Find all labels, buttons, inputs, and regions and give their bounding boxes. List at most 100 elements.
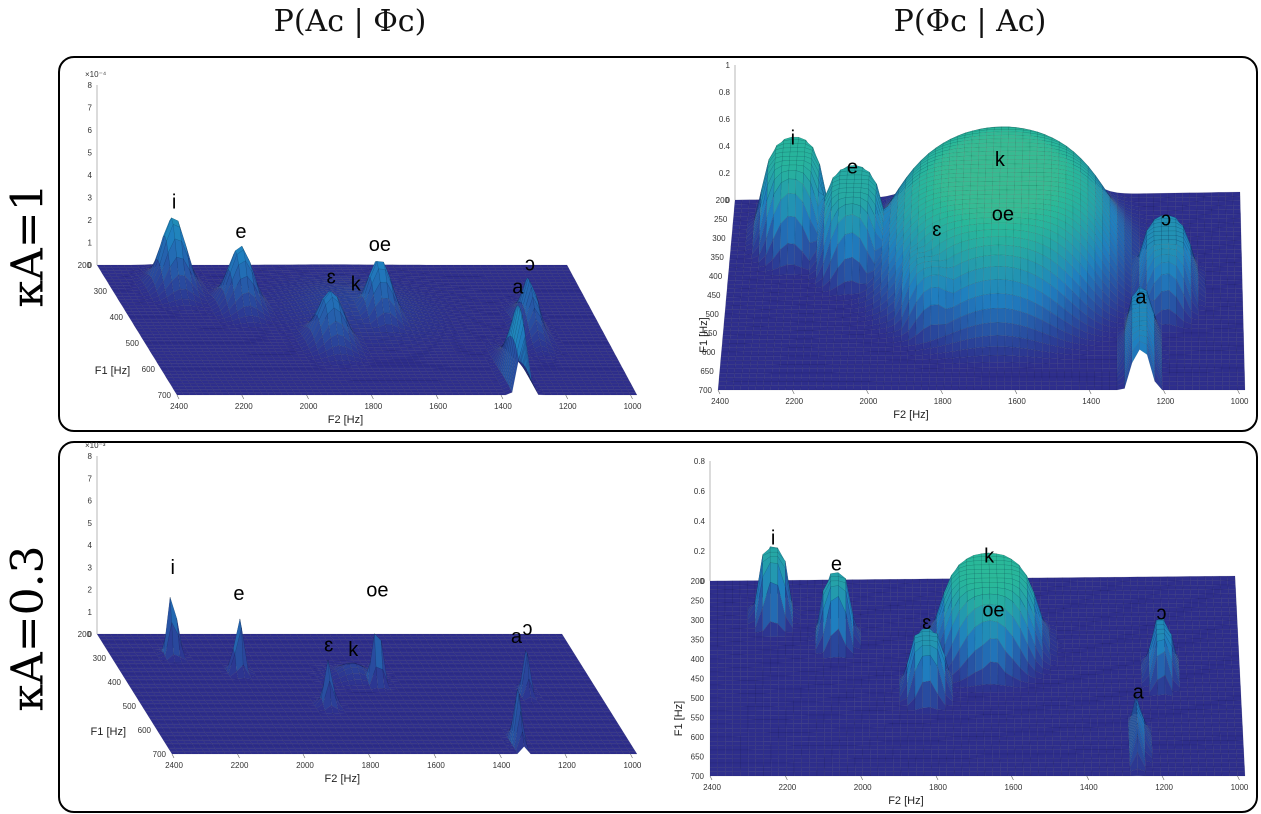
z-tick-label: 0 — [726, 196, 731, 205]
z-tick-label: 0.2 — [694, 547, 706, 556]
peak-label-e: e — [235, 221, 246, 243]
z-tick-label: 1 — [88, 608, 93, 617]
peak-label-ɔ: ɔ — [522, 618, 532, 640]
x-tick-label: 1800 — [364, 402, 382, 411]
y-tick-label: 200 — [78, 630, 92, 639]
peak-label-a: a — [1133, 682, 1145, 704]
z-tick-label: 5 — [88, 519, 93, 528]
y-tick-label: 200 — [716, 196, 730, 205]
x-tick-label: 1200 — [1156, 397, 1174, 406]
z-tick-label: 0.6 — [694, 487, 706, 496]
z-exponent-label: ×10⁻⁴ — [85, 70, 107, 79]
peak-label-i: i — [170, 557, 174, 579]
x-tick-label: 1800 — [934, 397, 952, 406]
x-tick-label: 1000 — [624, 761, 642, 770]
peak-label-ɔ: ɔ — [525, 253, 535, 275]
peak-label-k: k — [351, 273, 362, 295]
y-tick-label: 350 — [711, 253, 725, 262]
y-tick-label: 200 — [78, 261, 92, 270]
y-tick-label: 600 — [691, 733, 705, 742]
x-tick-label: 1600 — [427, 761, 445, 770]
y-tick-label: 400 — [110, 313, 124, 322]
surface-plot-ka1-posterior: 0 0.2 0.4 0.6 0.8 1 2400 2200 2000 1800 1600 1400 12… — [698, 61, 1249, 421]
peak-label-ɔ: ɔ — [1156, 602, 1166, 624]
y-tick-label: 700 — [153, 750, 167, 759]
x-tick-label: 2200 — [785, 397, 803, 406]
x-tick-label: 1600 — [429, 402, 447, 411]
z-tick-label: 0.2 — [719, 169, 731, 178]
peak-label-oe: oe — [982, 599, 1004, 621]
y-tick-label: 350 — [691, 636, 705, 645]
x-tick-label: 1400 — [1080, 783, 1098, 792]
y-axis-label: F1 [Hz] — [698, 317, 710, 352]
y-tick-label: 550 — [691, 714, 705, 723]
z-tick-label: 0.6 — [719, 115, 731, 124]
x-tick-label: 1000 — [624, 402, 642, 411]
x-tick-label: 1800 — [362, 761, 380, 770]
x-tick-label: 2000 — [854, 783, 872, 792]
y-tick-label: 550 — [704, 329, 718, 338]
surface-mesh — [709, 546, 1246, 777]
x-tick-label: 1400 — [493, 761, 511, 770]
row-label-ka03: κA=0.3 — [2, 544, 54, 712]
peak-label-ɛ: ɛ — [932, 219, 941, 241]
z-tick-label: 1 — [88, 239, 93, 248]
peak-label-oe: oe — [366, 579, 388, 601]
z-tick-label: 3 — [88, 563, 93, 572]
surface-mesh — [96, 597, 638, 755]
peak-label-e: e — [847, 156, 858, 178]
y-tick-label: 700 — [158, 391, 172, 400]
surface-plot-ka03-posterior: 0 0.2 0.4 0.6 0.8 2400 2200 2000 1800 1600 1400 120… — [673, 457, 1249, 807]
x-tick-label: 2200 — [231, 761, 249, 770]
z-tick-label: 0 — [88, 630, 93, 639]
y-tick-label: 600 — [702, 348, 716, 357]
y-tick-label: 700 — [691, 772, 705, 781]
peak-label-k: k — [995, 149, 1006, 171]
z-tick-label: 7 — [88, 104, 93, 113]
y-tick-label: 400 — [709, 272, 723, 281]
x-tick-label: 2400 — [170, 402, 188, 411]
y-axis-label: F1 [Hz] — [95, 365, 130, 377]
peak-label-oe: oe — [992, 203, 1014, 225]
peak-label-i: i — [791, 127, 795, 149]
y-tick-label: 300 — [712, 234, 726, 243]
x-tick-label: 2400 — [703, 783, 721, 792]
peak-label-ɛ: ɛ — [327, 266, 336, 288]
x-axis-label: F2 [Hz] — [893, 409, 928, 421]
z-tick-label: 5 — [88, 149, 93, 158]
z-tick-label: 0.8 — [694, 457, 706, 466]
peak-label-e: e — [233, 583, 244, 605]
z-tick-label: 0.8 — [719, 88, 731, 97]
column-title-posterior: P(Φᴄ | Aᴄ) — [893, 4, 1047, 39]
x-tick-label: 2000 — [296, 761, 314, 770]
y-tick-label: 500 — [691, 694, 705, 703]
y-tick-label: 250 — [714, 215, 728, 224]
y-tick-label: 450 — [707, 291, 721, 300]
x-tick-label: 2000 — [300, 402, 318, 411]
x-tick-label: 1600 — [1005, 783, 1023, 792]
peak-label-ɔ: ɔ — [1161, 209, 1171, 231]
peak-label-i: i — [172, 191, 176, 213]
x-tick-label: 1200 — [558, 761, 576, 770]
y-tick-label: 500 — [123, 702, 137, 711]
peak-label-a: a — [511, 626, 523, 648]
z-tick-label: 3 — [88, 194, 93, 203]
x-tick-label: 1200 — [1155, 783, 1173, 792]
surface-mesh — [717, 126, 1246, 391]
row-box-ka1 — [58, 56, 1258, 432]
z-tick-label: 2 — [88, 216, 93, 225]
surface-plot-ka03-likelihood: 0 1 2 3 4 5 6 7 8 ×10⁻³ 2400 2200 2000 1800 1600 1400 12… — [78, 441, 642, 785]
y-axis-label: F1 [Hz] — [673, 701, 685, 736]
x-tick-label: 2400 — [165, 761, 183, 770]
peak-label-i: i — [771, 528, 775, 550]
x-tick-label: 1400 — [1082, 397, 1100, 406]
peak-label-e: e — [831, 554, 842, 576]
x-axis-label: F2 [Hz] — [325, 773, 360, 785]
y-tick-label: 300 — [94, 287, 108, 296]
z-tick-label: 2 — [88, 586, 93, 595]
x-tick-label: 1800 — [929, 783, 947, 792]
z-tick-label: 8 — [88, 81, 93, 90]
peak-label-k: k — [348, 639, 359, 661]
peak-label-a: a — [1135, 286, 1147, 308]
x-tick-label: 2200 — [235, 402, 253, 411]
